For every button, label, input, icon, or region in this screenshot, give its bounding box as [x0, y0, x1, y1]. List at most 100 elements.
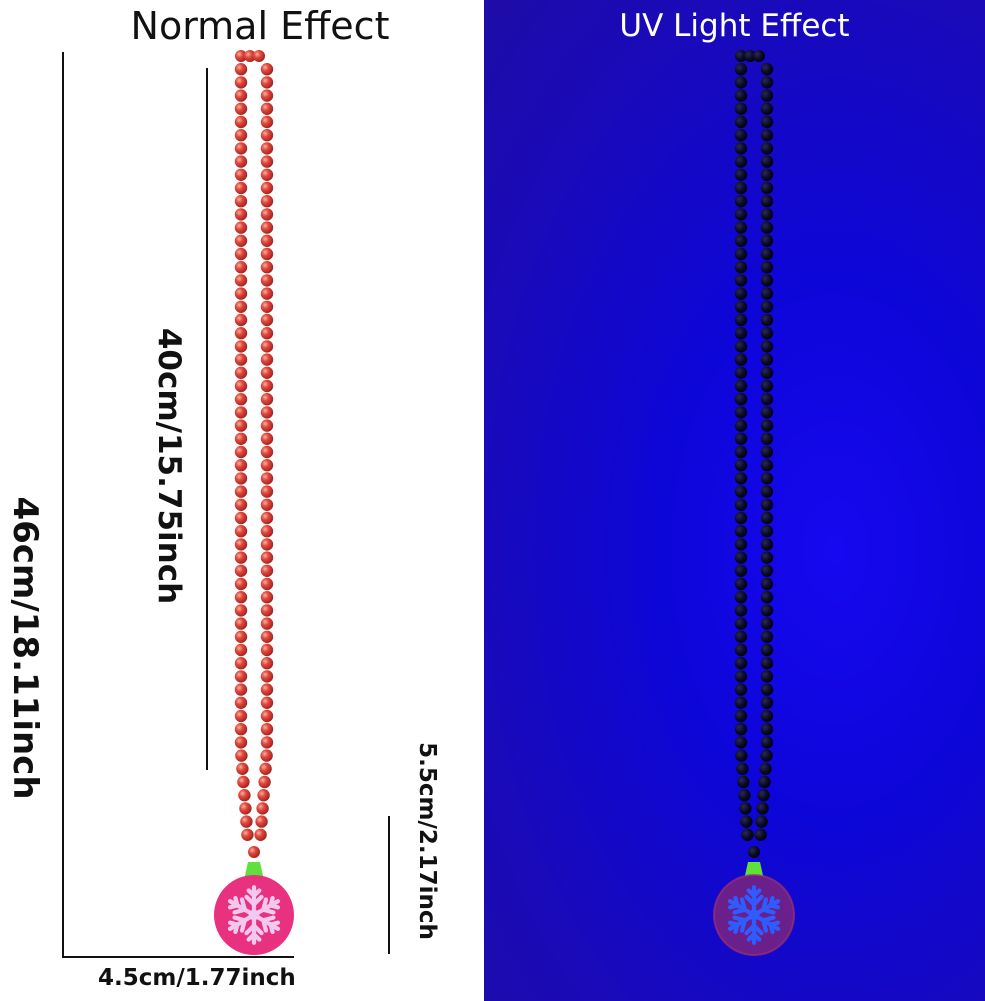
bead — [238, 789, 251, 802]
bead — [760, 485, 774, 498]
bead — [736, 762, 749, 775]
bead — [734, 366, 748, 379]
bead — [739, 802, 752, 815]
bead — [734, 155, 748, 168]
bead — [260, 577, 274, 591]
bead — [241, 828, 254, 841]
bead — [260, 261, 274, 274]
bead — [734, 511, 748, 525]
bead — [234, 591, 248, 604]
bead — [260, 115, 274, 129]
bead — [260, 327, 274, 340]
bead — [760, 749, 773, 762]
bead — [259, 762, 272, 775]
bead — [734, 261, 748, 274]
bead — [760, 340, 774, 353]
bead — [234, 287, 248, 300]
bead — [760, 525, 774, 538]
bead — [760, 419, 774, 432]
bead — [234, 76, 248, 89]
bead — [760, 736, 774, 749]
bead — [260, 591, 274, 604]
bead — [234, 723, 248, 736]
bead — [234, 406, 248, 419]
bead — [760, 472, 774, 485]
bead — [260, 696, 274, 709]
bead — [244, 50, 256, 62]
bead — [734, 115, 748, 129]
bead — [234, 221, 248, 234]
bead — [735, 50, 747, 62]
bead — [260, 472, 274, 485]
bead — [260, 630, 274, 643]
bead — [260, 498, 274, 511]
pendant-rim — [713, 874, 795, 956]
bead — [234, 274, 248, 287]
bead — [234, 247, 248, 261]
bead — [734, 525, 748, 538]
total-length-line — [62, 52, 64, 958]
bead — [760, 366, 774, 379]
bead — [236, 762, 249, 775]
bead — [234, 459, 248, 472]
bead — [234, 736, 248, 749]
bead — [234, 604, 248, 617]
bead — [234, 670, 248, 683]
bead — [734, 327, 748, 340]
bead — [234, 208, 248, 221]
bead — [256, 802, 269, 815]
bead — [234, 366, 248, 379]
bead — [260, 551, 274, 564]
bead — [734, 221, 748, 234]
bead — [760, 432, 774, 445]
bead — [741, 828, 754, 841]
bead — [260, 670, 274, 683]
bead — [260, 657, 274, 670]
bead — [237, 775, 250, 789]
bead — [234, 234, 248, 247]
bead — [239, 802, 252, 815]
bead — [235, 50, 247, 62]
bead — [760, 511, 774, 525]
bead — [734, 498, 748, 511]
bead — [260, 62, 274, 76]
bead — [734, 551, 748, 564]
bead — [234, 168, 248, 181]
bead — [234, 129, 248, 142]
bead — [734, 340, 748, 353]
bead — [260, 76, 274, 89]
bead — [760, 313, 774, 327]
bead — [234, 498, 248, 511]
bead — [760, 591, 774, 604]
bead — [260, 300, 274, 313]
bead — [760, 62, 774, 76]
bead — [734, 274, 748, 287]
bead — [260, 604, 274, 617]
bead — [260, 129, 274, 142]
bead — [260, 432, 274, 445]
bead — [734, 538, 748, 551]
bead — [760, 353, 774, 366]
bead — [734, 472, 748, 485]
bead — [734, 723, 748, 736]
bead — [737, 775, 750, 789]
bead — [760, 406, 774, 419]
bead — [734, 432, 748, 445]
bead — [734, 604, 748, 617]
bead — [234, 327, 248, 340]
bead — [760, 234, 774, 247]
bead — [260, 683, 274, 696]
normal-necklace — [214, 50, 294, 955]
bead — [234, 89, 248, 102]
bead — [260, 445, 274, 459]
bead — [234, 630, 248, 643]
bead — [260, 208, 274, 221]
bead — [234, 683, 248, 696]
bead — [760, 459, 774, 472]
bead — [260, 736, 274, 749]
bead — [734, 313, 748, 327]
bead — [260, 142, 274, 155]
bead — [760, 723, 774, 736]
bead — [234, 485, 248, 498]
bead — [234, 181, 248, 195]
